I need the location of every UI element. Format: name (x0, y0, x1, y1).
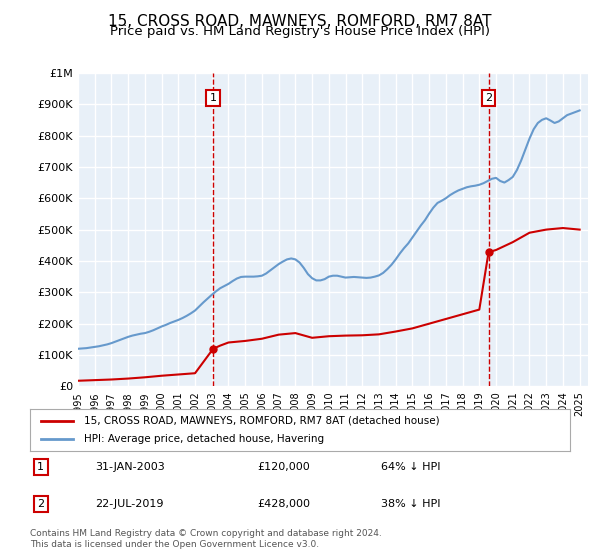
Text: Contains HM Land Registry data © Crown copyright and database right 2024.
This d: Contains HM Land Registry data © Crown c… (30, 529, 382, 549)
Text: 31-JAN-2003: 31-JAN-2003 (95, 462, 164, 472)
Text: £120,000: £120,000 (257, 462, 310, 472)
Text: Price paid vs. HM Land Registry's House Price Index (HPI): Price paid vs. HM Land Registry's House … (110, 25, 490, 38)
Text: 64% ↓ HPI: 64% ↓ HPI (381, 462, 440, 472)
Text: 1: 1 (209, 93, 217, 103)
Text: 2: 2 (485, 93, 492, 103)
Text: 38% ↓ HPI: 38% ↓ HPI (381, 499, 440, 509)
Text: £428,000: £428,000 (257, 499, 310, 509)
Text: 1: 1 (37, 462, 44, 472)
Text: 15, CROSS ROAD, MAWNEYS, ROMFORD, RM7 8AT: 15, CROSS ROAD, MAWNEYS, ROMFORD, RM7 8A… (108, 14, 492, 29)
Text: 22-JUL-2019: 22-JUL-2019 (95, 499, 163, 509)
Text: HPI: Average price, detached house, Havering: HPI: Average price, detached house, Have… (84, 434, 324, 444)
Text: 2: 2 (37, 499, 44, 509)
Text: 15, CROSS ROAD, MAWNEYS, ROMFORD, RM7 8AT (detached house): 15, CROSS ROAD, MAWNEYS, ROMFORD, RM7 8A… (84, 416, 440, 426)
